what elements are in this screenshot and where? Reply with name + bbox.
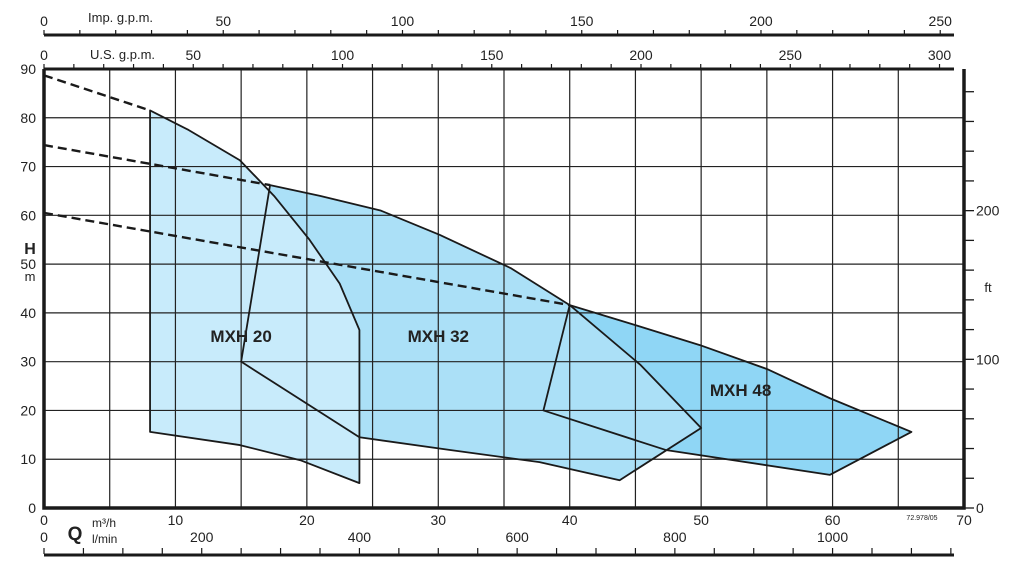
y-tick-label: 90 — [20, 61, 36, 77]
plot-frame — [42, 69, 966, 510]
y-tick-label: 20 — [20, 402, 36, 418]
us-gpm-axis-label: U.S. g.p.m. — [90, 47, 155, 62]
m3h-tick-label: 20 — [299, 512, 315, 528]
m3h-axis-label: m³/h — [92, 516, 116, 530]
m3h-tick-label: 0 — [40, 512, 48, 528]
dashed-curve — [43, 74, 151, 112]
lmin-axis-label: l/min — [92, 532, 117, 546]
series-label: MXH 48 — [710, 381, 771, 400]
y-tick-label: 50 — [20, 256, 36, 272]
imp-gpm-tick-label: 150 — [570, 13, 594, 29]
us-gpm-tick-label: 50 — [185, 47, 201, 63]
series-outline-mxh32 — [240, 184, 703, 482]
us-gpm-tick-label: 300 — [928, 47, 952, 63]
m3h-tick-label: 10 — [168, 512, 184, 528]
y-tick-label: 0 — [28, 500, 36, 516]
ft-axis-unit: ft — [984, 280, 992, 295]
y-tick-label: 40 — [20, 305, 36, 321]
imp-gpm-tick-label: 0 — [40, 13, 48, 29]
lmin-tick-label: 200 — [190, 529, 214, 545]
m3h-tick-label: 70 — [956, 512, 972, 528]
ft-tick-label: 0 — [976, 500, 984, 516]
lmin-tick-label: 600 — [505, 529, 529, 545]
y-tick-label: 10 — [20, 451, 36, 467]
q-symbol: Q — [68, 524, 83, 545]
lmin-tick-label: 0 — [40, 529, 48, 545]
ft-tick-label: 100 — [976, 351, 1000, 367]
imp-gpm-tick-label: 250 — [929, 13, 953, 29]
dashed-curve — [43, 143, 271, 187]
lmin-tick-label: 400 — [348, 529, 372, 545]
us-gpm-tick-label: 100 — [331, 47, 355, 63]
y-axis-unit: m — [25, 269, 36, 284]
y-tick-label: 80 — [20, 110, 36, 126]
dashed-curve — [43, 211, 570, 307]
imp-gpm-axis-label: Imp. g.p.m. — [88, 10, 153, 25]
m3h-tick-label: 60 — [825, 512, 841, 528]
ft-tick-label: 200 — [976, 203, 1000, 219]
figure-code: 72.978/05 — [906, 515, 937, 522]
us-gpm-tick-label: 0 — [40, 47, 48, 63]
us-gpm-tick-label: 200 — [629, 47, 653, 63]
series-label: MXH 20 — [210, 327, 271, 346]
imp-gpm-tick-label: 100 — [391, 13, 415, 29]
series-label: MXH 32 — [408, 327, 469, 346]
imp-gpm-tick-label: 200 — [749, 13, 773, 29]
m3h-tick-label: 30 — [430, 512, 446, 528]
y-tick-label: 70 — [20, 159, 36, 175]
m3h-tick-label: 50 — [693, 512, 709, 528]
us-gpm-tick-label: 250 — [779, 47, 803, 63]
us-gpm-tick-label: 150 — [480, 47, 504, 63]
m3h-tick-label: 40 — [562, 512, 578, 528]
y-tick-label: 30 — [20, 354, 36, 370]
lmin-tick-label: 800 — [663, 529, 687, 545]
series-outline-mxh48 — [542, 304, 913, 476]
imp-gpm-tick-label: 50 — [215, 13, 231, 29]
series-outline-mxh20 — [149, 109, 361, 485]
lmin-tick-label: 1000 — [817, 529, 848, 545]
y-tick-label: 60 — [20, 207, 36, 223]
y-axis-label: H — [24, 241, 36, 258]
